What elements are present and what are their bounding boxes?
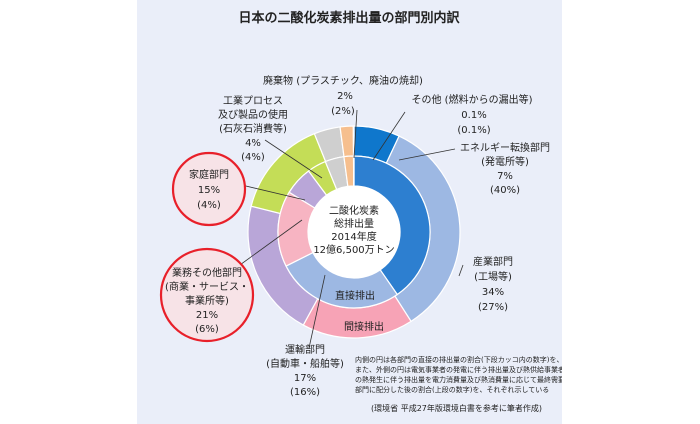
label-business-name2: (商業・サービス・ — [165, 280, 249, 293]
leader-transport — [308, 274, 326, 349]
center-hole — [308, 186, 400, 278]
label-waste-outer: 2% — [337, 91, 353, 102]
label-business-inner: (6%) — [195, 324, 219, 335]
label-industry-name2: (工場等) — [474, 270, 512, 283]
center-line2: 総排出量 — [334, 217, 374, 230]
center-line4: 12億6,500万トン — [313, 243, 394, 256]
label-process-outer: 4% — [245, 138, 261, 149]
label-other-inner: (0.1%) — [457, 125, 490, 136]
label-other-outer: 0.1% — [461, 110, 486, 121]
label-household-inner: (4%) — [197, 200, 221, 211]
label-industry-outer: 34% — [482, 287, 504, 298]
note-line3: の熱発生に伴う排出量を電力消費量及び熱消費量に応じて最終需要 — [355, 375, 562, 384]
label-energy-name1: エネルギー転換部門 — [460, 141, 550, 154]
label-business-name3: 事業所等) — [185, 294, 229, 307]
label-process-name1: 工業プロセス — [223, 94, 283, 107]
label-household-outer: 15% — [198, 185, 220, 196]
chart-title: 日本の二酸化炭素排出量の部門別内訳 — [238, 10, 460, 26]
label-industry-inner: (27%) — [478, 302, 508, 313]
label-process-name3: (石灰石消費等) — [219, 122, 287, 135]
highlight-household — [171, 151, 247, 227]
leader-lines — [228, 109, 464, 349]
label-transport-inner: (16%) — [290, 387, 320, 398]
ring-label-direct: 直接排出 — [335, 289, 375, 302]
source-note: (環境省 平成27年版環境白書を参考に筆者作成) — [371, 403, 542, 413]
label-business-outer: 21% — [196, 310, 218, 321]
leader-waste — [353, 109, 358, 159]
label-transport-outer: 17% — [294, 373, 316, 384]
leader-industry — [458, 264, 464, 277]
chart-panel: 日本の二酸化炭素排出量の部門別内訳 二酸化炭素 総排出量 2014年度 12億6… — [137, 0, 562, 424]
label-energy-inner: (40%) — [490, 185, 520, 196]
leader-process — [264, 139, 323, 179]
label-process-inner: (4%) — [241, 152, 265, 163]
label-transport-name1: 運輸部門 — [285, 343, 325, 356]
label-process-name2: 及び製品の使用 — [218, 108, 288, 121]
label-other-name: その他 (燃料からの漏出等) — [412, 93, 533, 106]
label-transport-name2: (自動車・船舶等) — [266, 357, 344, 370]
label-industry-name1: 産業部門 — [473, 255, 513, 268]
note-line4: 部門に配分した後の割合(上段の数字)を、それぞれ示している — [355, 385, 549, 394]
center-line1: 二酸化炭素 — [329, 204, 379, 217]
label-business-name1: 業務その他部門 — [172, 266, 242, 279]
note-line1: 内側の円は各部門の直接の排出量の割合(下段カッコ内の数字)を、 — [355, 355, 562, 364]
co2-breakdown-chart: 日本の二酸化炭素排出量の部門別内訳 二酸化炭素 総排出量 2014年度 12億6… — [159, 10, 562, 413]
label-household-name: 家庭部門 — [189, 168, 229, 181]
leader-business — [232, 219, 303, 271]
label-energy-name2: (発電所等) — [481, 155, 529, 168]
leader-other — [372, 111, 406, 161]
slice-energy-inner — [353, 155, 431, 296]
leader-energy — [398, 148, 456, 161]
highlight-business — [159, 247, 255, 343]
ring-label-indirect: 間接排出 — [344, 320, 384, 333]
center-line3: 2014年度 — [331, 230, 376, 243]
note-line2: また、外側の円は電気事業者の発電に伴う排出量及び熱供給事業者 — [355, 365, 562, 374]
slice-other-outer — [352, 125, 355, 157]
label-waste-inner: (2%) — [331, 106, 355, 117]
label-energy-outer: 7% — [497, 171, 513, 182]
label-waste-name: 廃棄物 (プラスチック、廃油の焼却) — [263, 74, 423, 87]
donut-rings — [247, 125, 461, 339]
